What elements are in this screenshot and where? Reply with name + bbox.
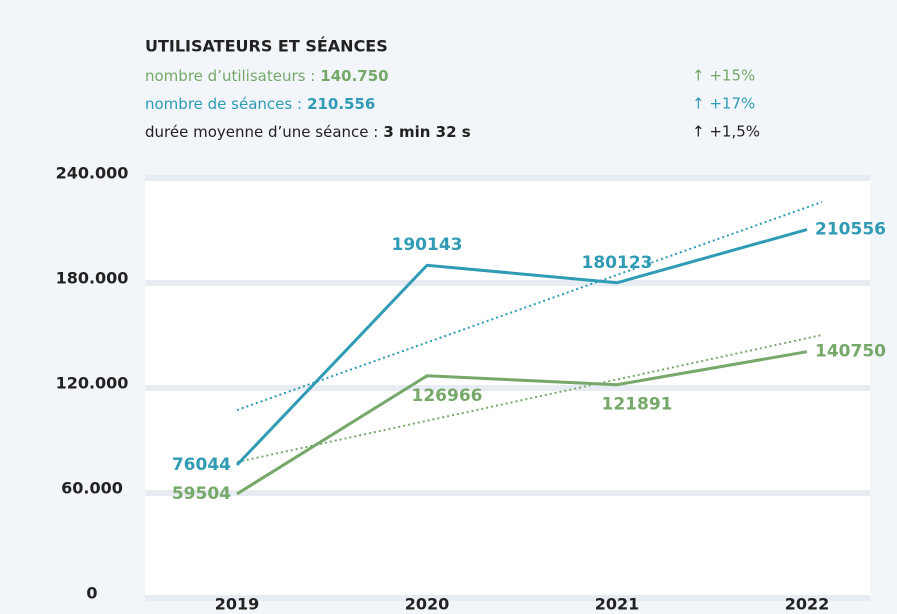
- stat-value: 210.556: [307, 95, 375, 113]
- stat-change: ↑ +17%: [692, 95, 755, 113]
- stat-label: nombre de séances :: [145, 95, 302, 113]
- x-tick-label: 2019: [215, 595, 260, 614]
- y-tick-label: 120.000: [56, 374, 129, 393]
- series-line: [236, 350, 808, 496]
- x-tick-label: 2022: [785, 595, 830, 614]
- x-tick-label: 2021: [595, 595, 640, 614]
- stat-change: ↑ +15%: [692, 67, 755, 85]
- data-label: 210556: [815, 220, 886, 240]
- data-label: 126966: [412, 386, 483, 406]
- stat-change: ↑ +1,5%: [692, 123, 760, 141]
- stat-line: durée moyenne d’une séance : 3 min 32 s: [145, 123, 471, 141]
- data-label: 180123: [582, 253, 653, 273]
- series-line: [235, 228, 808, 466]
- stat-label: durée moyenne d’une séance :: [145, 123, 378, 141]
- chart-title: UTILISATEURS ET SÉANCES: [145, 37, 388, 56]
- y-tick-label: 180.000: [56, 269, 129, 288]
- y-tick-label: 240.000: [56, 164, 129, 183]
- data-label: 121891: [602, 395, 673, 415]
- x-tick-label: 2020: [405, 595, 450, 614]
- data-label: 190143: [392, 235, 463, 255]
- y-tick-label: 60.000: [61, 479, 123, 498]
- stat-line: nombre d’utilisateurs : 140.750: [145, 67, 389, 85]
- data-label: 140750: [815, 342, 886, 362]
- stat-value: 3 min 32 s: [383, 123, 470, 141]
- data-label: 59504: [172, 484, 231, 504]
- trend-line: [236, 201, 823, 411]
- data-label: 76044: [172, 455, 231, 475]
- stat-line: nombre de séances : 210.556: [145, 95, 375, 113]
- stat-label: nombre d’utilisateurs :: [145, 67, 315, 85]
- stat-value: 140.750: [320, 67, 388, 85]
- y-tick-label: 0: [86, 584, 97, 603]
